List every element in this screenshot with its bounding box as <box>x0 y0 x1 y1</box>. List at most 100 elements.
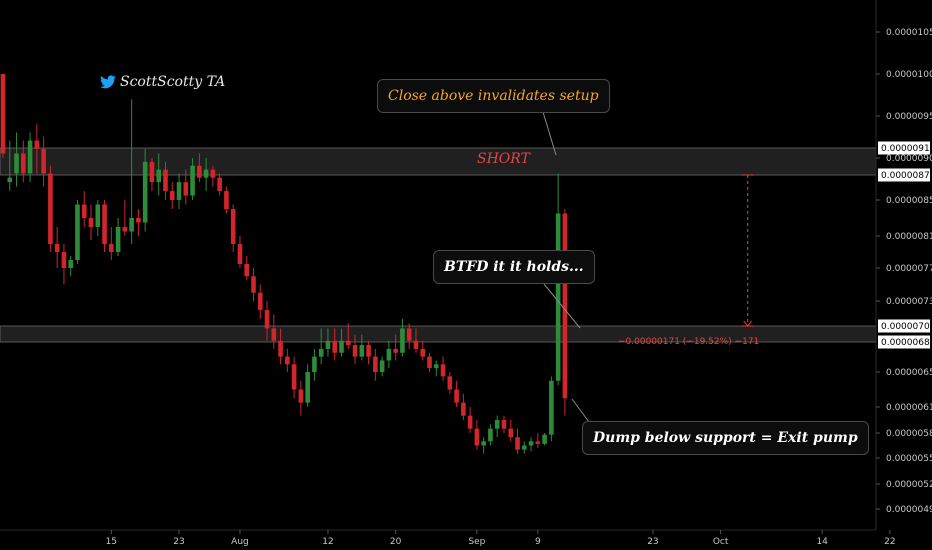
candle-body <box>413 340 419 349</box>
candle-body <box>285 356 290 365</box>
price-tag-label: 0.00000911 <box>881 144 932 154</box>
candle-body <box>467 415 473 429</box>
short-zone-label: SHORT <box>477 151 530 167</box>
candle-body <box>542 434 547 444</box>
candle-body <box>447 376 453 390</box>
candle-body <box>528 441 534 446</box>
candle-body <box>109 244 114 252</box>
candle-body <box>393 348 398 353</box>
candle-body <box>501 420 507 429</box>
time-axis[interactable]: 1523Aug1220Sep923Oct1422N <box>106 530 932 547</box>
price-tag <box>878 319 930 333</box>
x-tick-label: 14 <box>816 537 828 547</box>
candle-body <box>352 345 358 357</box>
candle-body <box>379 360 385 372</box>
author-brand: ScottScotty TA <box>100 74 225 90</box>
candle-body <box>257 292 263 310</box>
candle-body <box>27 140 33 174</box>
candle-body <box>237 244 243 264</box>
candle-body <box>61 252 67 268</box>
x-tick-label: Sep <box>468 537 485 547</box>
measure-arrow <box>743 320 753 327</box>
candle-body <box>244 264 250 277</box>
candle-body <box>0 74 6 154</box>
price-tag <box>878 141 930 155</box>
candle-body <box>136 218 141 223</box>
candle-body <box>481 441 486 446</box>
btfd-callout-line <box>543 283 581 329</box>
candle-body <box>433 364 439 369</box>
candle-body <box>142 161 148 223</box>
candle-body <box>318 348 324 357</box>
btfd-note: BTFD it it holds... <box>433 250 595 284</box>
candle-body <box>14 153 19 174</box>
candle-body <box>515 437 520 450</box>
candle-body <box>122 227 128 232</box>
candle-body <box>48 173 53 244</box>
price-tag <box>878 168 930 182</box>
candle-body <box>386 348 392 361</box>
x-tick-label: 12 <box>322 537 333 547</box>
resistance-note: Close above invalidates setup <box>377 79 610 113</box>
price-tag-label: 0.00000702 <box>881 322 932 332</box>
candle-body <box>373 356 378 372</box>
x-tick-label: 23 <box>173 537 184 547</box>
candle-body <box>555 213 561 381</box>
candle-body <box>230 209 236 244</box>
x-tick-label: Aug <box>231 537 249 547</box>
candle-body <box>163 169 168 192</box>
candle-body <box>81 204 87 218</box>
candle-body <box>474 428 480 446</box>
candle-body <box>41 148 46 174</box>
candle-body <box>203 169 209 178</box>
candle-body <box>535 441 541 444</box>
candle-body <box>298 389 304 403</box>
candle-body <box>325 340 331 349</box>
candle-body <box>454 389 459 403</box>
x-tick-label: Oct <box>713 537 729 547</box>
candle-body <box>176 182 182 200</box>
candle-body <box>7 177 13 183</box>
candle-body <box>21 153 26 174</box>
candle-body <box>169 191 175 200</box>
candle-body <box>210 169 216 178</box>
candle-body <box>271 328 277 341</box>
dump-callout-line <box>571 398 590 423</box>
candle-body <box>224 191 229 209</box>
candle-body <box>264 309 270 329</box>
candle-body <box>190 165 195 196</box>
measure-layer <box>741 174 754 327</box>
candle-body <box>345 340 351 346</box>
brand-label: ScottScotty TA <box>120 74 226 90</box>
resistance-callout-line <box>542 111 557 156</box>
candle-body <box>291 364 297 390</box>
candle-body <box>359 345 365 357</box>
price-tag-label: 0.00000689 <box>881 338 932 348</box>
twitter-bird-icon <box>100 75 116 89</box>
candle-body <box>95 204 101 227</box>
candle-body <box>251 276 256 293</box>
candle-body <box>494 420 500 429</box>
dump-note: Dump below support = Exit pump <box>582 421 869 455</box>
candle-body <box>75 204 80 260</box>
candle-body <box>521 445 527 450</box>
x-tick-label: 20 <box>390 537 402 547</box>
candle-body <box>427 356 432 369</box>
candle-body <box>34 140 40 149</box>
candle-body <box>549 380 554 435</box>
x-tick-label: 9 <box>535 537 541 547</box>
candle-body <box>461 402 466 416</box>
candle-body <box>488 428 493 442</box>
